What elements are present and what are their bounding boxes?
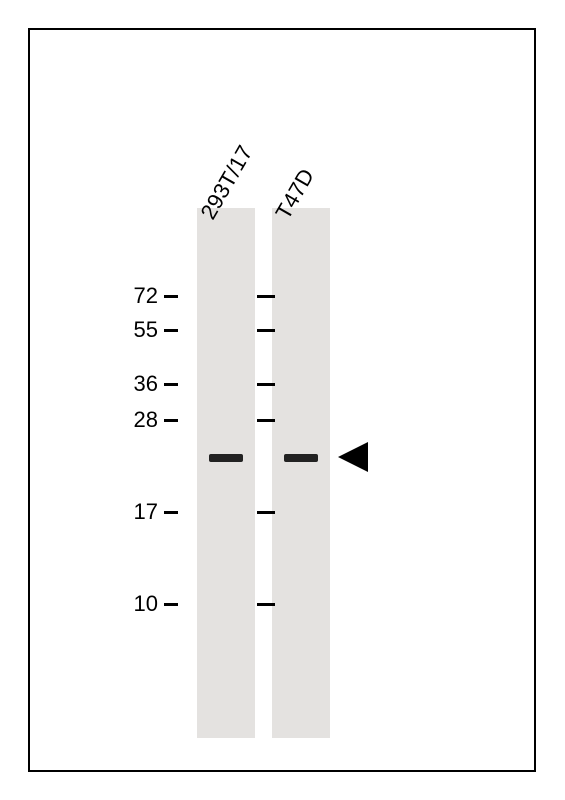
band — [284, 454, 318, 462]
mw-tick-left — [164, 329, 178, 332]
arrow-left-icon — [338, 442, 368, 472]
mw-tick-center — [257, 329, 275, 332]
band — [209, 454, 243, 462]
mw-label: 72 — [134, 283, 158, 309]
mw-tick-center — [257, 295, 275, 298]
mw-tick-left — [164, 511, 178, 514]
mw-tick-left — [164, 383, 178, 386]
mw-label: 28 — [134, 407, 158, 433]
mw-label: 10 — [134, 591, 158, 617]
mw-tick-left — [164, 295, 178, 298]
lane-293t17 — [197, 208, 255, 738]
mw-tick-left — [164, 419, 178, 422]
mw-label: 55 — [134, 317, 158, 343]
mw-label: 17 — [134, 499, 158, 525]
mw-label: 36 — [134, 371, 158, 397]
mw-tick-center — [257, 511, 275, 514]
mw-tick-left — [164, 603, 178, 606]
mw-tick-center — [257, 383, 275, 386]
mw-tick-center — [257, 603, 275, 606]
lane-t47d — [272, 208, 330, 738]
mw-tick-center — [257, 419, 275, 422]
